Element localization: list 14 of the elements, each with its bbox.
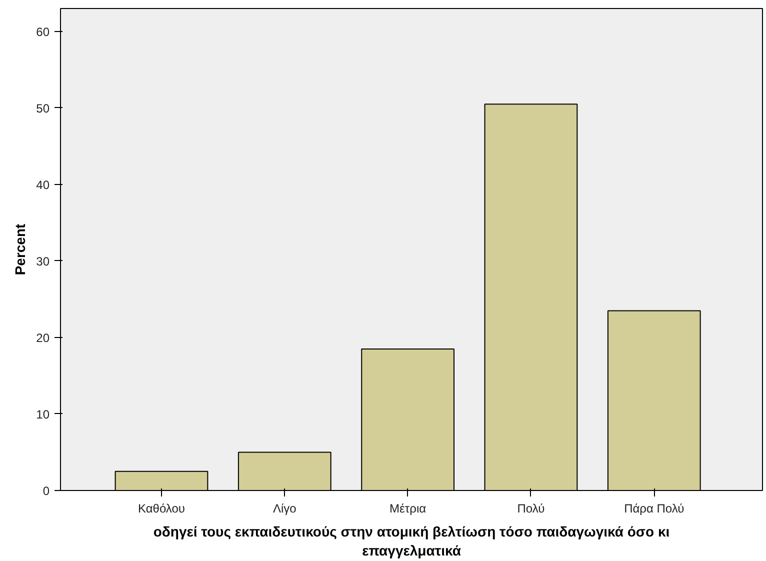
x-tick-label: Πάρα Πολύ: [624, 502, 684, 516]
y-axis-title: Percent: [12, 223, 28, 276]
x-tick-label: Καθόλου: [138, 502, 185, 516]
x-tick-label: Λίγο: [272, 502, 297, 516]
y-tick-label: 50: [36, 101, 50, 116]
y-tick-label: 40: [36, 178, 50, 192]
x-tick-label: Πολύ: [517, 502, 545, 516]
y-tick-label: 20: [36, 330, 50, 345]
y-tick-label: 60: [36, 24, 50, 39]
y-tick-label: 0: [42, 484, 50, 498]
x-tick-label: Μέτρια: [390, 502, 426, 516]
x-axis-title: οδηγεί τους εκπαιδευτικούς στην ατομική βελτίωση τόσο παιδαγωγικά όσο κι επαγγελματικά: [153, 524, 670, 559]
y-tick-label: 10: [36, 407, 50, 422]
y-tick-label: 30: [36, 254, 50, 268]
